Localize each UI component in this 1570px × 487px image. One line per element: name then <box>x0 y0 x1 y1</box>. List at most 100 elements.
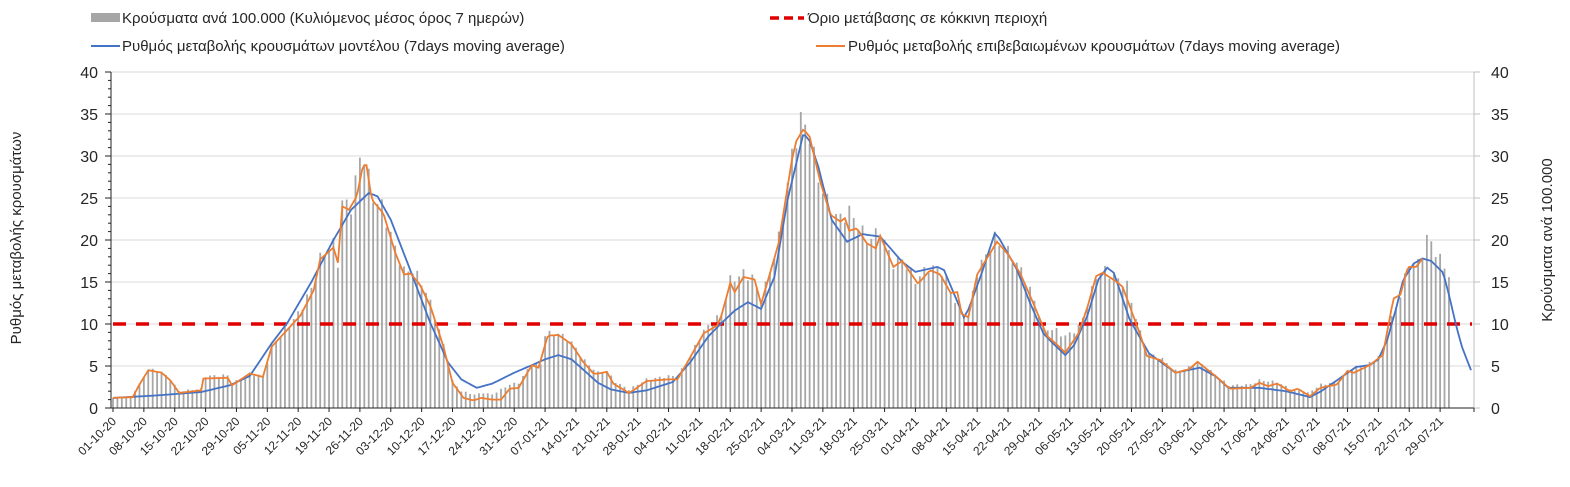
bar <box>641 382 643 408</box>
bar <box>1015 262 1018 408</box>
y-tick-label-left: 0 <box>89 401 98 418</box>
bar <box>367 168 370 408</box>
bar <box>724 300 727 408</box>
bar <box>1090 286 1093 408</box>
bar <box>270 344 273 408</box>
bar <box>284 326 286 408</box>
bar <box>345 199 348 408</box>
bar <box>592 369 595 408</box>
bar <box>857 230 860 408</box>
bar <box>1381 352 1384 408</box>
bar <box>1412 263 1415 408</box>
bar <box>442 344 445 408</box>
bar <box>178 391 181 408</box>
bar <box>821 193 824 408</box>
bar <box>702 329 705 408</box>
bar <box>993 231 996 408</box>
bar <box>151 368 154 408</box>
bar <box>971 290 974 408</box>
bar <box>1139 330 1142 408</box>
bar <box>1143 345 1146 408</box>
y-tick-label-left: 20 <box>80 233 98 250</box>
legend-swatch-bar <box>91 13 120 22</box>
bar <box>1311 390 1314 408</box>
bar <box>469 393 472 408</box>
bar <box>976 277 979 408</box>
legend-label: Ρυθμός μεταβολής επιβεβαιωμένων κρουσμάτ… <box>848 38 1340 55</box>
bar <box>522 376 524 408</box>
bar <box>835 214 837 408</box>
bar <box>226 375 229 408</box>
bar <box>742 269 745 408</box>
bar <box>649 379 652 408</box>
legend-item-threshold: Όριο μετάβασης σε κόκκινη περιοχή <box>770 10 1047 27</box>
bar <box>142 377 145 408</box>
bar <box>963 316 965 408</box>
y-tick-label-right: 0 <box>1491 401 1500 418</box>
bar <box>1024 285 1027 408</box>
bar <box>438 329 441 408</box>
bar <box>1240 385 1243 408</box>
bar <box>1214 374 1217 408</box>
bar <box>239 379 242 408</box>
bar <box>112 397 114 408</box>
bar <box>191 390 194 408</box>
bar <box>672 375 674 408</box>
bar <box>892 269 895 408</box>
bar <box>557 333 560 408</box>
bar <box>1342 375 1345 408</box>
y-tick-label-right: 40 <box>1491 65 1509 82</box>
bar <box>182 391 185 408</box>
bar <box>1187 366 1190 408</box>
bar <box>451 380 454 408</box>
bar <box>1337 382 1340 408</box>
bar <box>359 157 361 408</box>
bar <box>570 341 573 408</box>
bar <box>760 304 763 408</box>
bar <box>910 267 912 408</box>
bar <box>1112 273 1115 408</box>
legend-label: Κρούσματα ανά 100.000 (Κυλιόμενος μέσος … <box>122 10 524 27</box>
bar <box>478 393 480 408</box>
bar <box>1421 257 1424 408</box>
bar <box>120 397 123 408</box>
bar <box>1364 365 1367 408</box>
bar <box>1284 385 1287 408</box>
bar <box>716 315 718 408</box>
bar <box>1443 268 1446 408</box>
bar <box>125 396 128 408</box>
bar <box>843 222 846 408</box>
bar <box>1293 389 1296 408</box>
bar <box>381 199 383 408</box>
bar <box>1355 365 1358 408</box>
y-tick-label-right: 5 <box>1491 359 1500 376</box>
bar <box>1183 369 1186 408</box>
bar <box>1395 307 1397 408</box>
bar <box>195 389 198 408</box>
bar <box>914 283 917 408</box>
bar <box>403 266 405 408</box>
bar <box>1231 385 1234 408</box>
bar <box>1245 384 1248 408</box>
bar <box>389 231 392 408</box>
bar <box>1029 286 1031 408</box>
bar <box>561 333 564 408</box>
bar <box>244 376 247 408</box>
bar <box>363 165 366 408</box>
bar <box>297 311 300 408</box>
bar <box>539 364 542 408</box>
bar <box>1377 356 1380 408</box>
bar <box>888 250 890 408</box>
bar <box>266 363 269 408</box>
bar <box>1328 383 1331 408</box>
y-tick-label-left: 40 <box>80 65 98 82</box>
bar <box>486 393 489 408</box>
bar <box>1037 316 1040 408</box>
bar <box>623 386 626 408</box>
y-tick-label-left: 25 <box>80 191 98 208</box>
bar <box>769 272 771 408</box>
bar <box>597 371 599 408</box>
bar <box>1046 330 1049 408</box>
bar <box>1055 328 1058 408</box>
bar <box>116 397 119 408</box>
